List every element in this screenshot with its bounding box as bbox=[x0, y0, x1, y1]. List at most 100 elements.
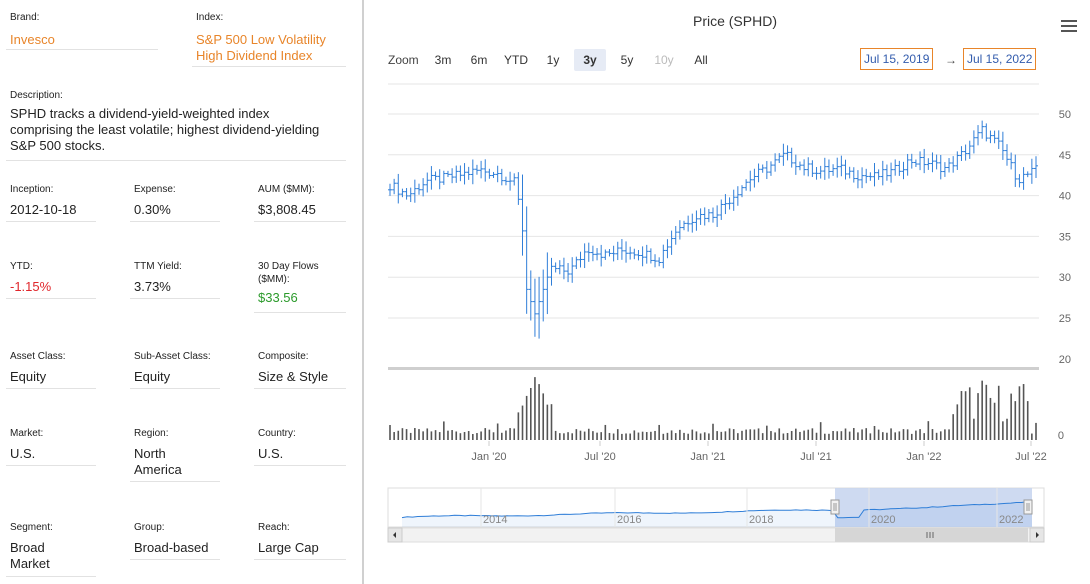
zoom-10y-button[interactable]: 10y bbox=[654, 53, 674, 67]
ohlc-bar bbox=[412, 179, 417, 203]
volume-bar bbox=[778, 428, 781, 440]
ohlc-bar bbox=[802, 159, 807, 176]
ohlc-bar bbox=[992, 130, 997, 144]
volume-bar bbox=[1018, 386, 1021, 440]
navigator-left-handle[interactable] bbox=[830, 499, 840, 515]
volume-bar bbox=[795, 428, 797, 440]
volume-bar bbox=[550, 404, 553, 440]
country-block: Country: U.S. bbox=[258, 427, 296, 462]
ohlc-bar bbox=[450, 168, 455, 184]
volume-bar bbox=[757, 428, 760, 440]
volume-bar bbox=[674, 433, 677, 440]
divider bbox=[6, 221, 96, 222]
volume-bar bbox=[915, 430, 917, 440]
scrollbar-thumb[interactable] bbox=[835, 528, 1028, 542]
navigator-right-handle[interactable] bbox=[1023, 499, 1033, 515]
zoom-1y-button[interactable]: 1y bbox=[546, 53, 560, 67]
ohlc-bar bbox=[893, 159, 898, 176]
ohlc-bar bbox=[1025, 171, 1030, 178]
price-volume-chart[interactable]: 20 25 30 35 40 45 50 0 Jan '20 Jul '20 Jan '21 Jul … bbox=[364, 0, 1090, 584]
range-from-input[interactable]: Jul 15, 2019 bbox=[860, 48, 934, 70]
volume-bar bbox=[720, 431, 723, 440]
volume-bar bbox=[662, 433, 665, 440]
ohlc-bar bbox=[682, 220, 687, 231]
asset-class-label: Asset Class: bbox=[10, 351, 66, 362]
ohlc-bar bbox=[905, 153, 910, 176]
zoom-6m-button[interactable]: 6m bbox=[470, 53, 488, 67]
volume-bar bbox=[894, 432, 897, 440]
ohlc-bar bbox=[826, 159, 831, 179]
ohlc-bar bbox=[441, 170, 446, 185]
index-value-line2[interactable]: High Dividend Index bbox=[196, 48, 313, 63]
ohlc-bar bbox=[913, 159, 918, 168]
index-label: Index: bbox=[196, 12, 224, 23]
ohlc-bar bbox=[425, 172, 430, 193]
description-block: Description: SPHD tracks a dividend-yiel… bbox=[10, 89, 319, 154]
ohlc-bar bbox=[723, 194, 728, 215]
volume-bar bbox=[869, 433, 872, 440]
zoom-3m-button[interactable]: 3m bbox=[434, 53, 452, 67]
ohlc-bar bbox=[686, 215, 691, 232]
volume-bar bbox=[732, 429, 735, 440]
ohlc-bar bbox=[474, 164, 479, 175]
ohlc-bar bbox=[1017, 174, 1022, 188]
volume-bar bbox=[708, 433, 710, 440]
ohlc-bar bbox=[864, 168, 869, 184]
ohlc-bar bbox=[624, 241, 629, 263]
volume-bar bbox=[476, 433, 478, 440]
sub-asset-class-label: Sub-Asset Class: bbox=[134, 351, 211, 362]
description-line2: comprising the least volatile; highest d… bbox=[10, 122, 320, 137]
volume-bar bbox=[650, 431, 652, 440]
x-tick-label: Jan '20 bbox=[471, 451, 506, 463]
volume-bar bbox=[558, 433, 561, 440]
volume-bar bbox=[803, 430, 805, 440]
price-tick-label: 50 bbox=[1059, 109, 1071, 121]
ohlc-bar bbox=[739, 185, 744, 198]
ohlc-bar bbox=[777, 153, 782, 164]
volume-bar bbox=[782, 433, 785, 440]
range-to-input[interactable]: Jul 15, 2022 bbox=[963, 48, 1037, 70]
volume-bar bbox=[587, 428, 590, 440]
ohlc-bar bbox=[483, 159, 488, 182]
ohlc-bar bbox=[930, 152, 935, 173]
volume-bar bbox=[397, 430, 400, 440]
divider bbox=[254, 465, 346, 466]
ohlc-bar bbox=[586, 242, 591, 262]
volume-bar bbox=[923, 433, 925, 440]
volume-bar bbox=[472, 433, 474, 440]
ohlc-bar bbox=[955, 151, 960, 170]
ohlc-bar bbox=[466, 166, 471, 180]
ohlc-bar bbox=[702, 207, 707, 226]
scroll-left-icon bbox=[393, 532, 396, 538]
aum-value: $3,808.45 bbox=[258, 202, 316, 217]
zoom-all-button[interactable]: All bbox=[694, 53, 708, 67]
pane-separator bbox=[388, 367, 1039, 370]
ohlc-bar bbox=[711, 207, 715, 223]
zoom-3y-button[interactable]: 3y bbox=[574, 49, 606, 71]
brand-value[interactable]: Invesco bbox=[10, 32, 55, 47]
volume-bar bbox=[906, 429, 909, 440]
zoom-ytd-button[interactable]: YTD bbox=[504, 53, 528, 67]
index-value-line1[interactable]: S&P 500 Low Volatility bbox=[196, 32, 326, 47]
range-arrow: → bbox=[945, 53, 957, 67]
volume-bar bbox=[529, 387, 532, 440]
inception-block: Inception: 2012-10-18 bbox=[10, 183, 77, 218]
navigator-tick-label: 2018 bbox=[749, 514, 773, 526]
market-value: U.S. bbox=[10, 446, 36, 461]
ohlc-bar bbox=[611, 245, 616, 262]
volume-bar bbox=[1035, 422, 1037, 440]
chart-panel: Price (SPHD) Zoom 3m 6m YTD 1y 3y 5y 10y… bbox=[364, 0, 1090, 584]
volume-bar bbox=[633, 430, 636, 440]
volume-bar bbox=[683, 432, 685, 440]
zoom-label: Zoom bbox=[388, 53, 419, 67]
ohlc-bar bbox=[499, 168, 504, 186]
scroll-right-icon bbox=[1036, 532, 1039, 538]
aum-label: AUM ($MM): bbox=[258, 184, 315, 195]
ohlc-bar bbox=[789, 147, 794, 168]
volume-bar bbox=[902, 429, 905, 440]
zoom-5y-button[interactable]: 5y bbox=[620, 53, 634, 67]
ohlc-bar bbox=[839, 155, 844, 177]
menu-icon[interactable] bbox=[1061, 20, 1077, 32]
divider bbox=[6, 388, 96, 389]
ohlc-bar bbox=[872, 162, 877, 187]
